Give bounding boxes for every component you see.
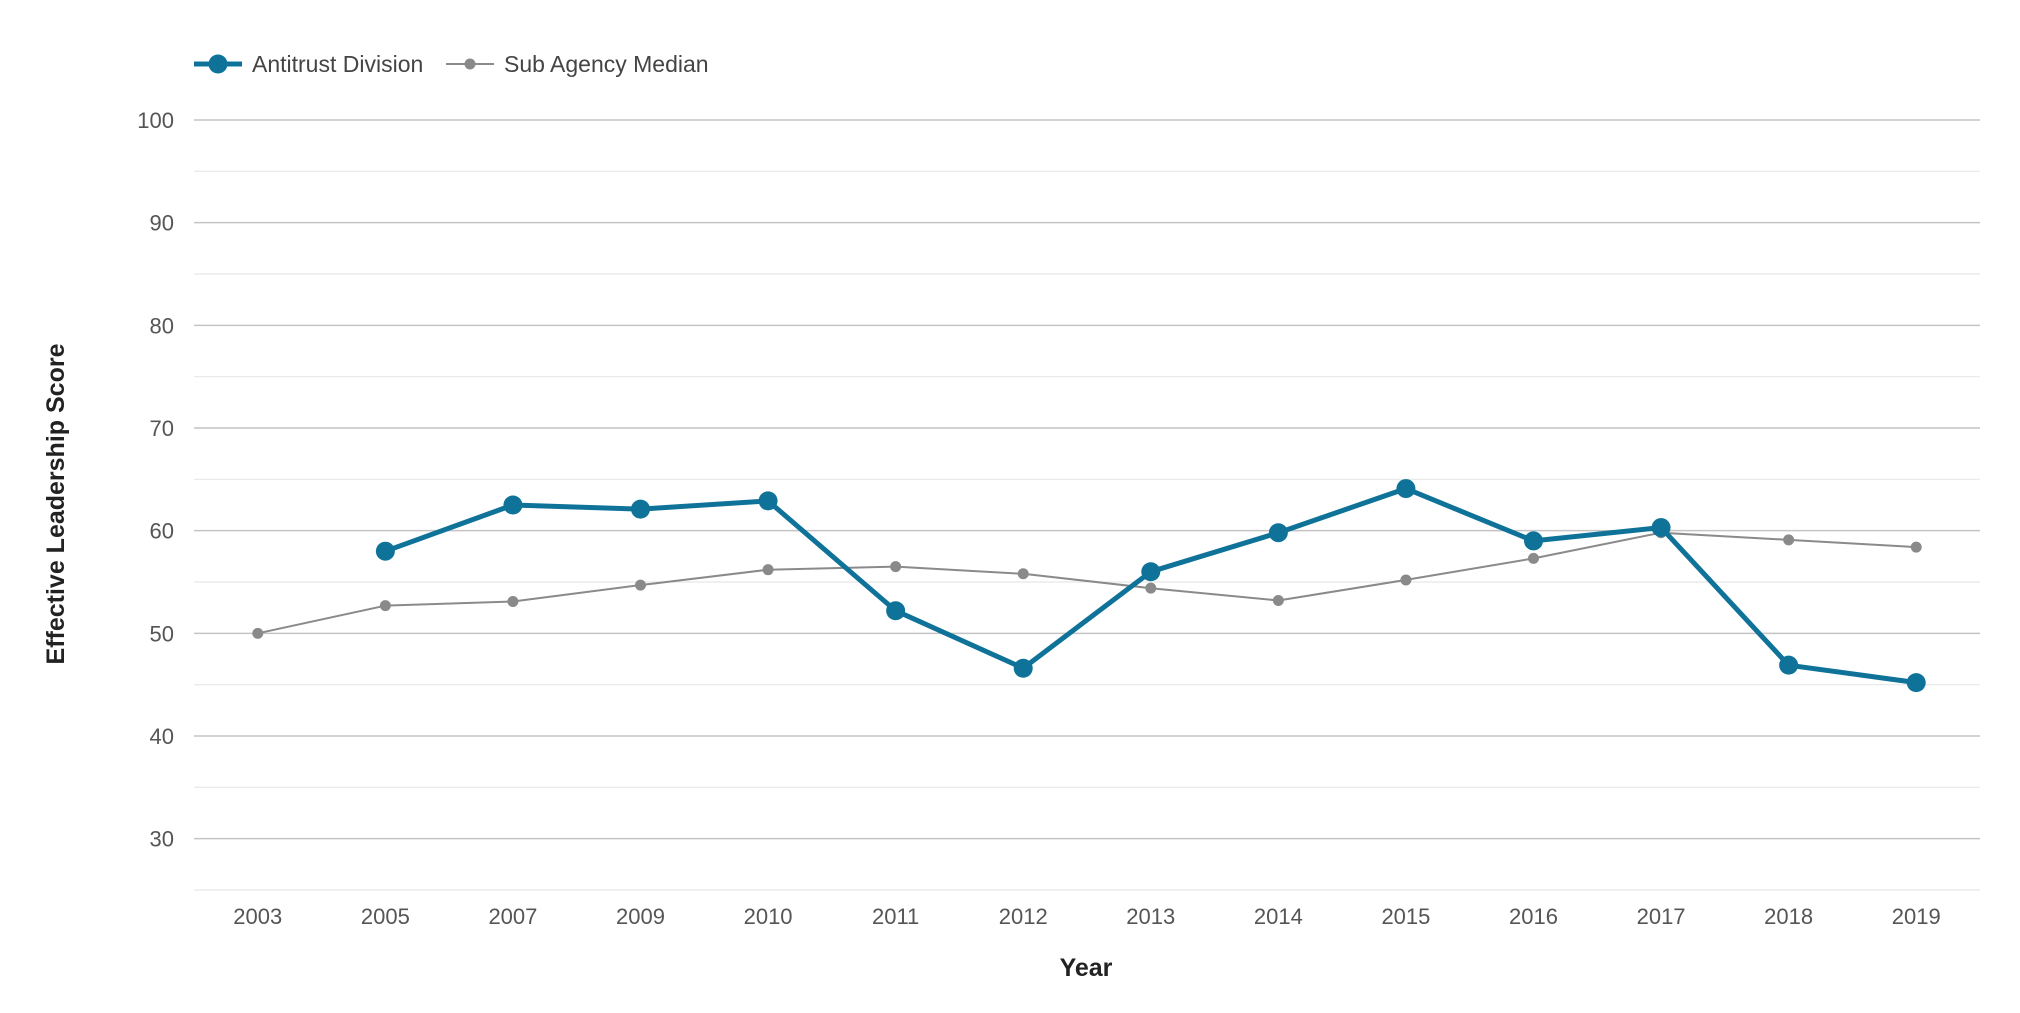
data-point (890, 561, 902, 573)
x-tick-label: 2016 (1509, 904, 1558, 929)
x-tick-label: 2011 (872, 904, 919, 929)
x-tick-label: 2012 (999, 904, 1048, 929)
data-point (1017, 568, 1029, 580)
data-point (1651, 518, 1671, 538)
legend-item: Antitrust Division (194, 51, 423, 77)
data-point (1396, 479, 1416, 499)
legend-swatch-marker (464, 58, 476, 70)
y-tick-label: 30 (150, 827, 174, 852)
data-point (1910, 541, 1922, 553)
legend-item: Sub Agency Median (446, 51, 709, 77)
x-tick-label: 2018 (1764, 904, 1813, 929)
data-point (379, 600, 391, 612)
data-point (1268, 523, 1288, 543)
x-tick-label: 2013 (1126, 904, 1175, 929)
y-tick-label: 100 (137, 108, 174, 133)
data-point (1524, 531, 1543, 551)
data-point (1906, 673, 1926, 693)
y-tick-label: 40 (150, 724, 174, 749)
series-lines (252, 479, 1926, 693)
data-point (758, 491, 778, 511)
data-point (507, 596, 519, 608)
data-point (1272, 594, 1284, 606)
y-tick-label: 90 (150, 211, 174, 236)
data-point (762, 564, 774, 576)
data-point (1400, 574, 1412, 586)
y-axis-title: Effective Leadership Score (42, 343, 70, 664)
legend-label: Antitrust Division (252, 51, 423, 77)
x-tick-label: 2015 (1381, 904, 1430, 929)
data-point (1141, 562, 1161, 582)
y-tick-label: 50 (150, 621, 174, 646)
x-tick-label: 2005 (361, 904, 410, 929)
x-axis-ticks: 2003 2005 2007 2009 2010 2011 2012 2013 2014 2015… (233, 904, 1940, 929)
series-0 (375, 479, 1926, 693)
series-line (256, 531, 1918, 635)
data-point (635, 579, 646, 591)
data-point (1779, 655, 1799, 675)
data-point (1528, 552, 1539, 564)
y-tick-label: 70 (150, 416, 174, 441)
legend-label: Sub Agency Median (504, 51, 709, 77)
y-tick-label: 80 (150, 313, 174, 338)
x-tick-label: 2003 (233, 904, 282, 929)
data-point (503, 495, 523, 515)
x-tick-label: 2017 (1637, 904, 1686, 929)
x-tick-label: 2007 (488, 904, 537, 929)
gridlines (194, 119, 1980, 891)
data-point (1783, 534, 1795, 546)
x-tick-label: 2010 (744, 904, 793, 929)
x-tick-label: 2019 (1892, 904, 1941, 929)
data-point (886, 601, 906, 621)
y-tick-label: 60 (150, 519, 174, 544)
data-point (631, 499, 650, 519)
series-1 (252, 527, 1922, 639)
legend: Antitrust Division Sub Agency Median (194, 51, 709, 77)
data-point (1013, 658, 1033, 678)
x-tick-label: 2014 (1254, 904, 1303, 929)
data-point (375, 541, 395, 561)
data-point (1145, 582, 1157, 594)
legend-swatch-marker (208, 54, 228, 74)
x-axis-title: Year (1060, 954, 1113, 982)
data-point (252, 627, 264, 639)
y-axis-ticks: 30 40 50 60 70 80 90 100 (137, 108, 174, 852)
x-tick-label: 2009 (616, 904, 665, 929)
